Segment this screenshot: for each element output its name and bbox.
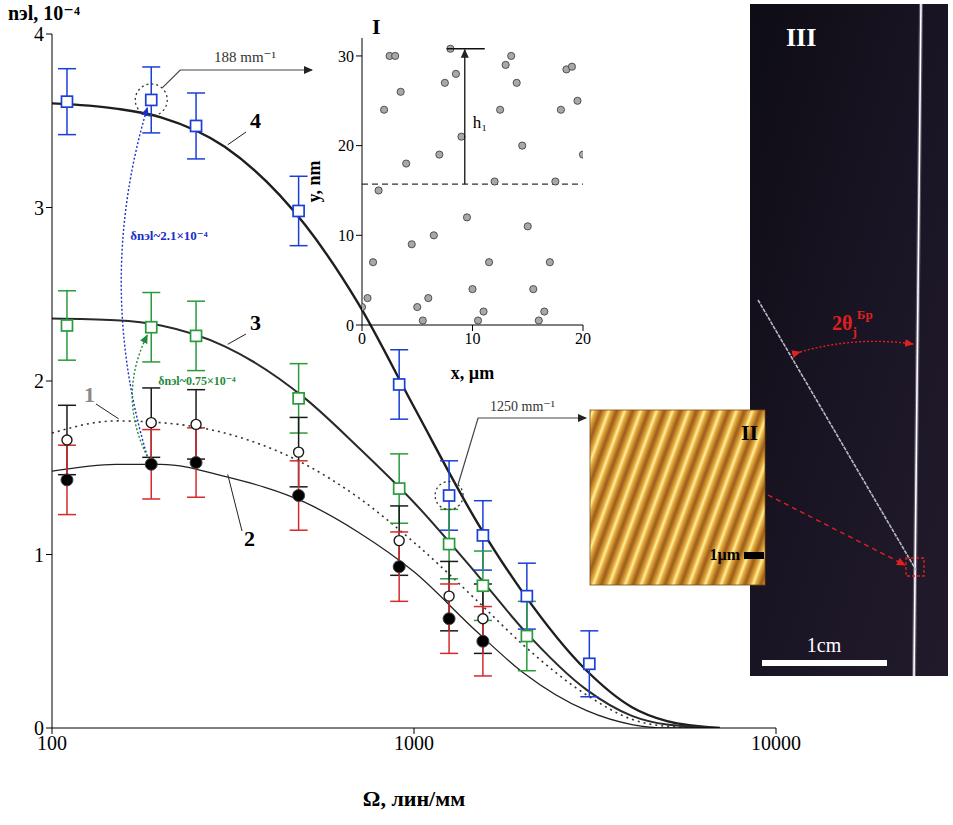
svg-text:30: 30 [338, 48, 354, 65]
svg-text:0: 0 [34, 717, 44, 739]
svg-text:10: 10 [465, 330, 481, 347]
svg-text:4: 4 [250, 108, 261, 133]
svg-text:20: 20 [575, 330, 591, 347]
svg-text:3: 3 [34, 197, 44, 219]
svg-text:1000: 1000 [394, 732, 434, 754]
svg-text:δnэl~0.75×10⁻⁴: δnэl~0.75×10⁻⁴ [158, 374, 236, 388]
svg-text:1250 mm⁻¹: 1250 mm⁻¹ [490, 399, 555, 414]
svg-text:20: 20 [338, 137, 354, 154]
svg-text:2θjБр: 2θjБр [832, 307, 873, 339]
svg-text:1: 1 [84, 382, 95, 407]
svg-text:x, µm: x, µm [451, 363, 494, 383]
svg-text:2: 2 [244, 526, 255, 551]
svg-text:2: 2 [34, 370, 44, 392]
svg-text:0: 0 [346, 317, 354, 334]
svg-text:Ω, лин/мм: Ω, лин/мм [363, 786, 465, 811]
svg-text:3: 3 [250, 310, 261, 335]
svg-text:y, nm: y, nm [304, 160, 324, 202]
svg-text:III: III [786, 23, 816, 52]
svg-text:II: II [741, 420, 758, 445]
svg-text:4: 4 [34, 23, 44, 45]
svg-text:188 mm⁻¹: 188 mm⁻¹ [214, 49, 276, 65]
svg-text:10000: 10000 [751, 732, 801, 754]
svg-text:1cm: 1cm [807, 634, 842, 656]
svg-text:h₁: h₁ [473, 113, 487, 132]
svg-text:10: 10 [338, 227, 354, 244]
svg-text:δnэl~2.1×10⁻⁴: δnэl~2.1×10⁻⁴ [130, 228, 207, 243]
svg-text:1: 1 [34, 544, 44, 566]
svg-text:nэl, 10⁻⁴: nэl, 10⁻⁴ [8, 2, 80, 24]
svg-text:I: I [372, 14, 381, 39]
svg-text:1µm: 1µm [709, 546, 740, 564]
svg-text:100: 100 [37, 732, 67, 755]
svg-text:0: 0 [358, 330, 366, 347]
